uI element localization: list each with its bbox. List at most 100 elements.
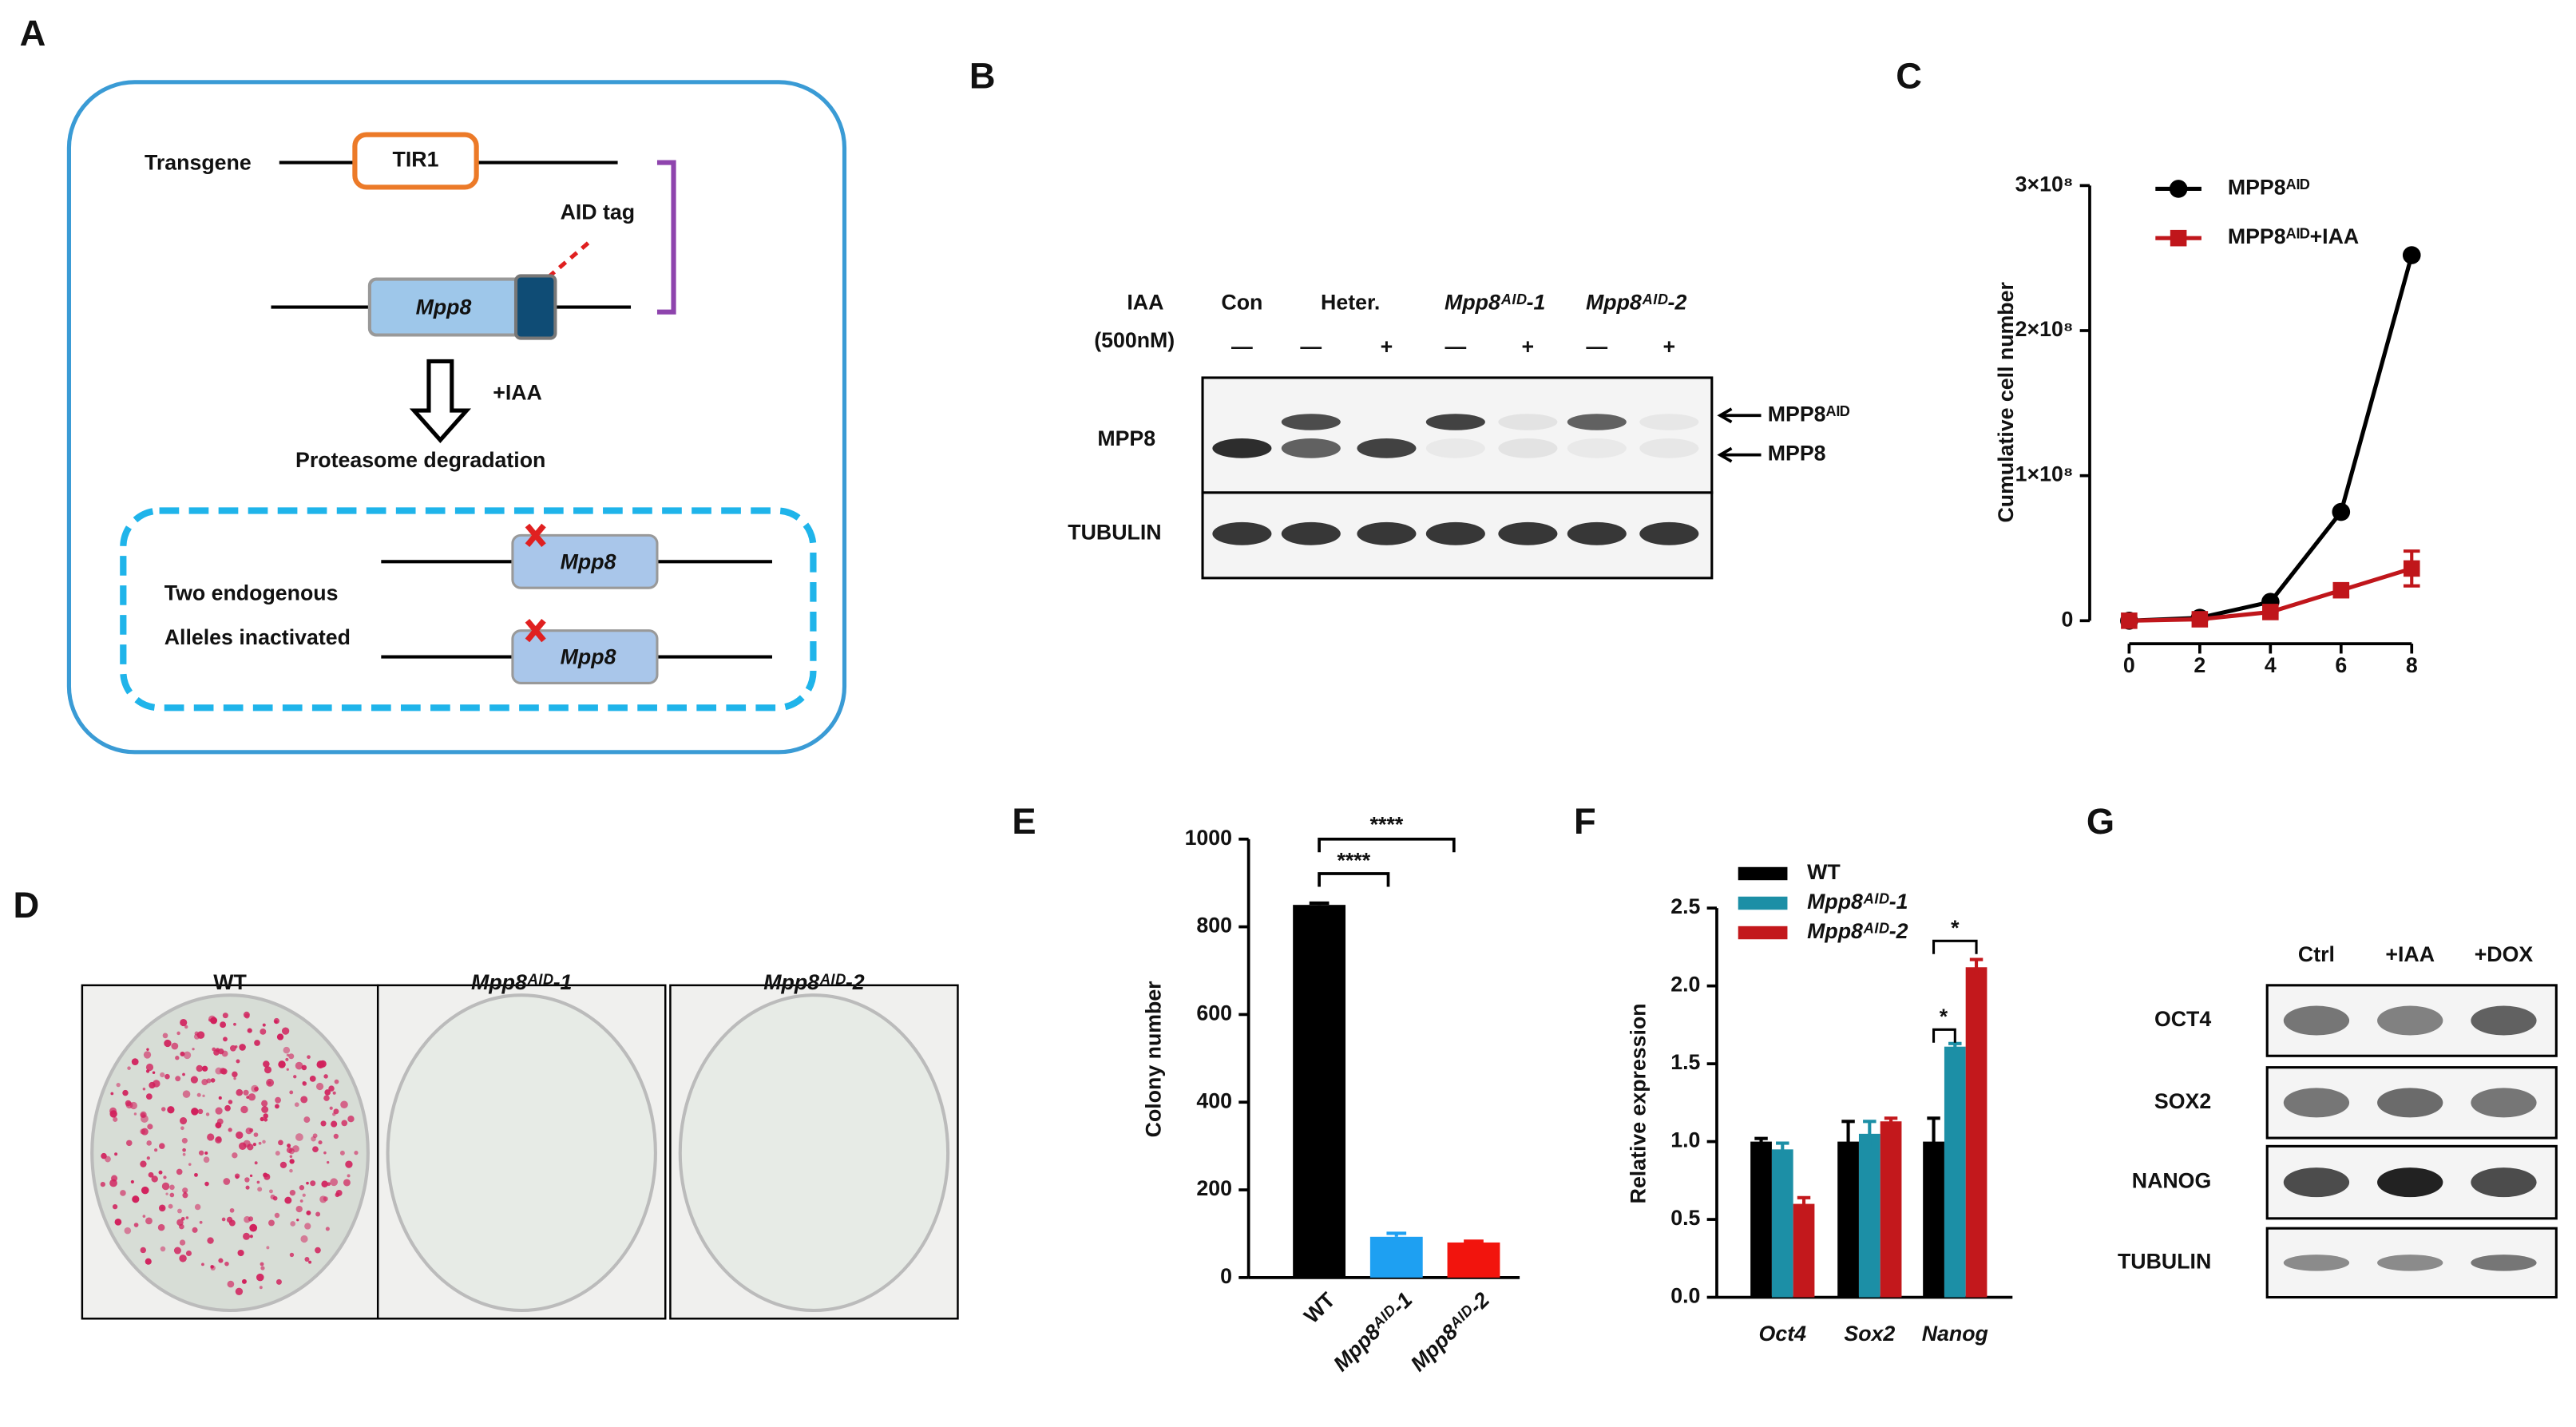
y-tick-label: 600 (1196, 1001, 1232, 1025)
colony (109, 1110, 117, 1118)
colony (343, 1179, 351, 1187)
bar (1965, 967, 1987, 1298)
blot-band (1639, 414, 1699, 430)
colony (180, 1116, 188, 1125)
colony (198, 1150, 204, 1155)
y-tick-label: 800 (1196, 914, 1232, 937)
significance-bracket (1318, 872, 1390, 887)
colony (276, 1033, 284, 1041)
colony (130, 1179, 134, 1184)
colony (247, 1028, 252, 1033)
colony (215, 1067, 223, 1075)
colony (264, 1066, 271, 1074)
colony (315, 1082, 324, 1091)
blot-band (1498, 414, 1558, 430)
blot-row-label: OCT4 (2154, 1007, 2211, 1031)
iaa-sign: — (1231, 335, 1253, 359)
x-tick-label: Mpp8ᴬᴵᴰ-1 (1329, 1288, 1417, 1376)
colony (194, 1203, 201, 1211)
colony (286, 1068, 289, 1071)
colony (223, 1037, 228, 1042)
colony (294, 1102, 299, 1108)
colony (302, 1081, 306, 1085)
colony (249, 1235, 253, 1239)
y-tick-label: 2×10⁸ (2015, 317, 2074, 341)
colony (273, 1017, 280, 1025)
y-tick-label: 0.5 (1670, 1206, 1700, 1230)
colony (145, 1217, 153, 1225)
colony (194, 1172, 198, 1177)
colony (158, 1204, 166, 1212)
panel-label: C (1896, 56, 1922, 97)
dish (678, 993, 950, 1313)
colony (161, 1107, 166, 1112)
colony (236, 1088, 244, 1096)
colony (168, 1203, 173, 1209)
iaa-sign: — (1300, 335, 1322, 359)
legend-label: MPP8ᴬᴵᴰ (2228, 176, 2310, 200)
colony (252, 1143, 256, 1147)
bar (1750, 1141, 1772, 1298)
colony (227, 1280, 235, 1288)
colony (182, 1090, 191, 1098)
colony (159, 1143, 165, 1149)
y-tick-label: 1000 (1185, 826, 1232, 850)
x-tick-label: WT (1299, 1287, 1340, 1328)
colony (196, 1064, 204, 1072)
colony (333, 1108, 339, 1115)
blot-row-label: MPP8 (1097, 426, 1155, 450)
colony (233, 1076, 236, 1080)
colony (260, 1266, 265, 1270)
colony (142, 1215, 146, 1218)
colony (335, 1192, 340, 1198)
colony (183, 1051, 192, 1060)
colony (312, 1133, 318, 1139)
colony (249, 1128, 254, 1132)
colony (120, 1190, 126, 1196)
dish-title: WT (213, 970, 247, 994)
colony (324, 1089, 331, 1096)
colony (206, 1078, 212, 1084)
iaa-sign: + (1663, 335, 1676, 359)
colony (176, 1031, 180, 1036)
y-tick-label: 2.5 (1670, 894, 1700, 918)
colony (268, 1219, 275, 1227)
colony (162, 1033, 168, 1039)
marker (2191, 611, 2209, 628)
y-tick-label: 3×10⁸ (2015, 172, 2074, 196)
colony (289, 1252, 295, 1258)
colony (281, 1027, 290, 1035)
colony (260, 1262, 264, 1266)
panel-label: F (1574, 801, 1596, 842)
colony (321, 1180, 328, 1187)
colony (260, 1116, 264, 1122)
colony (220, 1068, 228, 1075)
colony (192, 1227, 198, 1233)
colony (334, 1079, 339, 1084)
colony (300, 1235, 308, 1243)
colony (234, 1045, 238, 1048)
error-bar (1464, 1239, 1484, 1243)
colony (347, 1174, 351, 1178)
bar (1837, 1141, 1859, 1298)
iaa-label: +IAA (493, 381, 542, 405)
colony (266, 1078, 275, 1087)
error-bar (1863, 1120, 1877, 1147)
x-tick-label: 0 (2123, 653, 2135, 677)
blot-band (2471, 1167, 2537, 1198)
colony (232, 1152, 238, 1159)
colony (269, 1189, 273, 1194)
inactivation-x (525, 523, 546, 548)
colony (262, 1023, 266, 1027)
y-tick-label: 1.5 (1670, 1050, 1700, 1074)
colony (260, 1028, 267, 1035)
colony (203, 1156, 210, 1163)
lane-header: Con (1221, 290, 1262, 314)
colony (232, 1071, 238, 1078)
blot-band (1567, 414, 1627, 430)
colony (251, 1084, 259, 1092)
colony (286, 1147, 293, 1153)
colony (222, 1013, 228, 1019)
dish (90, 993, 370, 1313)
blot-band (1212, 438, 1272, 458)
